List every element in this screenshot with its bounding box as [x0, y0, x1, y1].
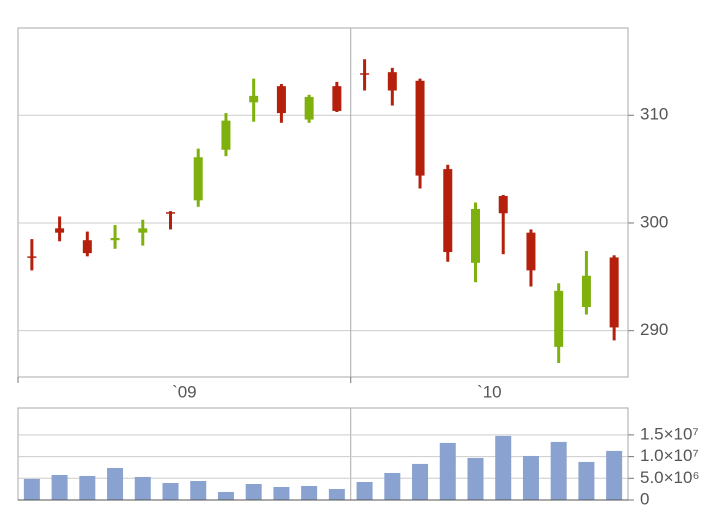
candle-wick [501, 194, 505, 255]
volume-bar [578, 461, 595, 500]
candle-body [221, 120, 231, 150]
candle-body [443, 169, 453, 253]
candle-body [138, 228, 148, 233]
candle-body [55, 228, 65, 233]
y-tick-label: 1.0×10⁷ [640, 446, 699, 465]
volume-bar [107, 467, 124, 500]
volume-bar [245, 483, 262, 500]
candle-body [276, 86, 286, 114]
volume-bar [217, 491, 234, 500]
volume-bar [134, 476, 151, 500]
candle-wick [113, 225, 117, 249]
volume-bar [23, 478, 40, 500]
x-tick-label: `09 [172, 382, 197, 401]
candle-body [249, 95, 259, 103]
volume-bar [273, 486, 290, 500]
volume-bar [51, 474, 68, 500]
candle-wick [30, 239, 34, 271]
candle-body [332, 86, 342, 111]
y-tick-label: 300 [640, 212, 668, 231]
y-tick-label: 310 [640, 105, 668, 124]
volume-bar [162, 482, 179, 500]
volume-bar [495, 435, 512, 500]
volume-bar [467, 457, 484, 500]
y-tick-label: 5.0×10⁶ [640, 468, 699, 487]
candle-body [166, 212, 175, 214]
price-frame [17, 27, 629, 378]
volume-bar [606, 450, 623, 500]
candle-body [609, 257, 619, 328]
candle-body [360, 73, 370, 75]
candle-body [526, 232, 536, 271]
volume-bar [356, 481, 373, 500]
candle-body [498, 196, 508, 214]
candle-body [581, 275, 591, 307]
candle-body [415, 80, 425, 176]
candle-body [304, 96, 314, 120]
y-tick-label: 290 [640, 320, 668, 339]
volume-bar [190, 480, 207, 500]
y-tick-label: 1.5×10⁷ [640, 424, 699, 443]
volume-bar [301, 485, 318, 500]
candle-wick [169, 211, 172, 230]
candle-body [27, 256, 37, 258]
candle-body [82, 240, 92, 254]
volume-bar [439, 442, 456, 500]
candle-body [193, 157, 203, 201]
candle-body [110, 238, 120, 241]
candle-wick [363, 59, 367, 91]
candle-body [387, 72, 397, 91]
volume-bar [522, 455, 539, 500]
x-tick-label: `10 [477, 382, 502, 401]
volume-bar [328, 488, 345, 500]
candle-body [554, 290, 564, 347]
volume-bar [79, 475, 96, 500]
y-tick-label: 0 [640, 489, 649, 508]
volume-bar [412, 463, 429, 500]
candle-body [471, 208, 480, 263]
volume-bar [384, 472, 401, 500]
volume-bar [550, 441, 567, 500]
